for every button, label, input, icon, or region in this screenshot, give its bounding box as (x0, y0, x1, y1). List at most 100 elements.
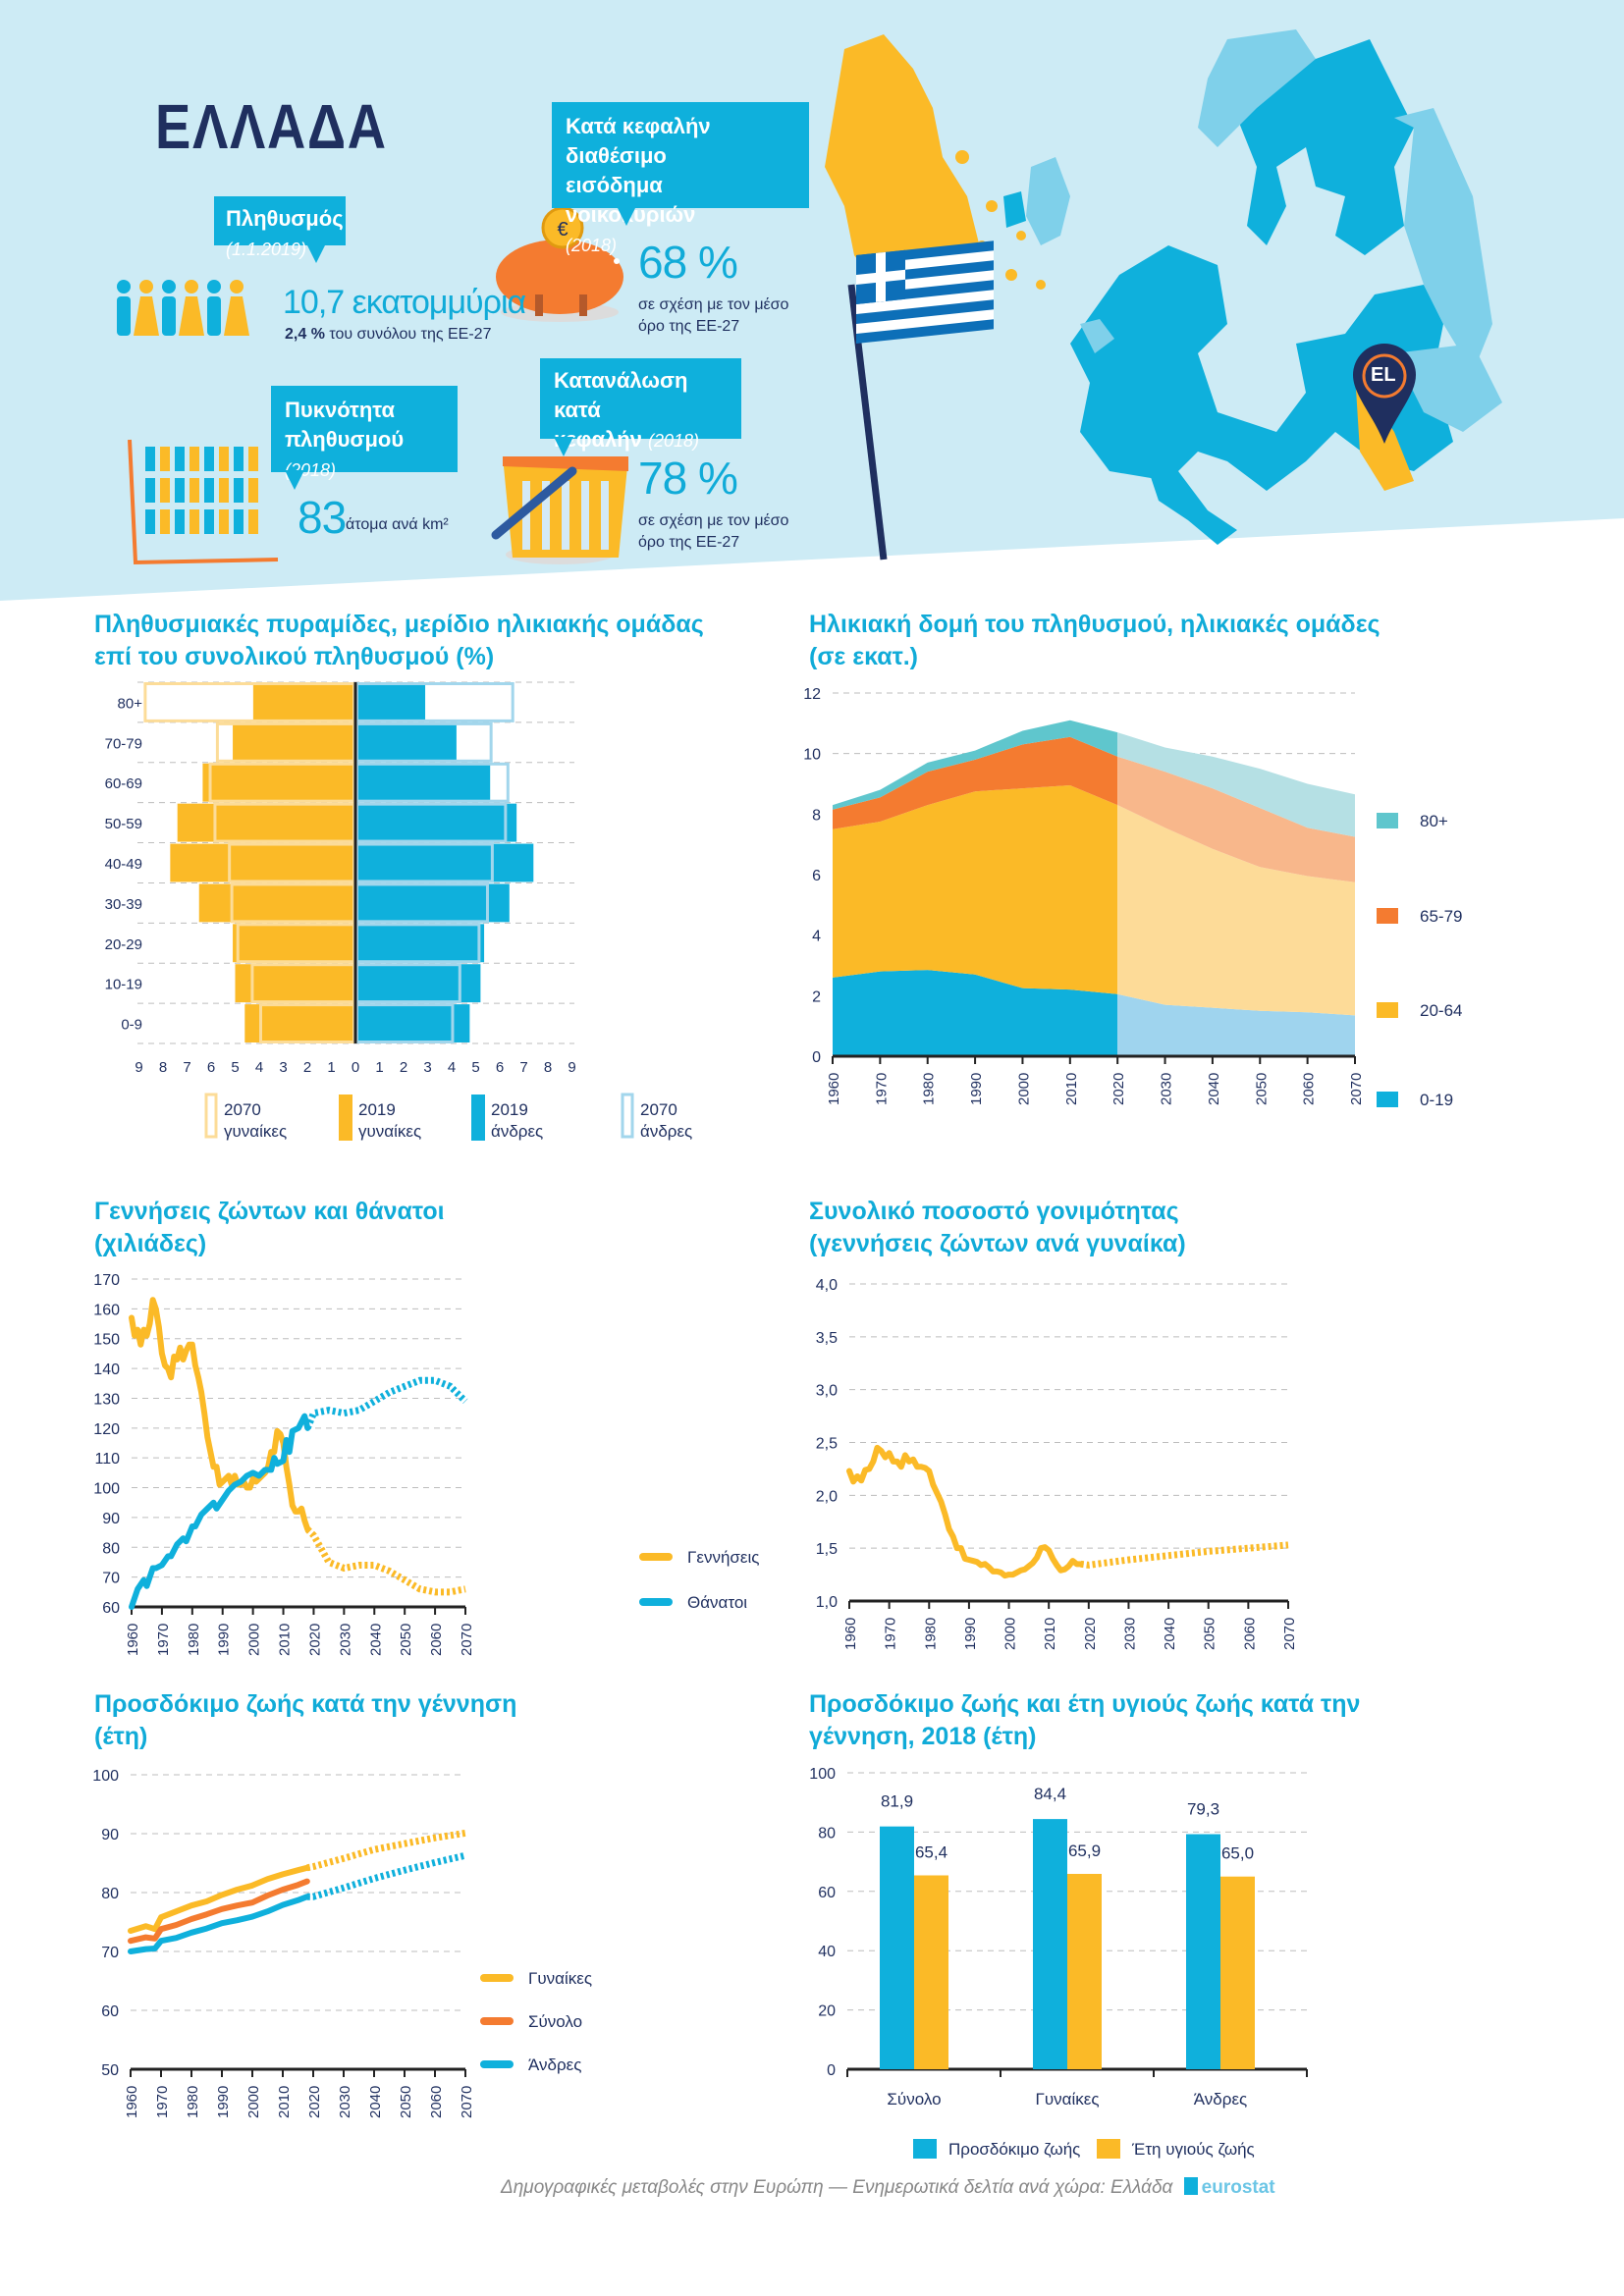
pyramid-bar-women-2019 (252, 683, 355, 721)
pyramid-x-tick: 9 (135, 1059, 142, 1076)
density-grid-icon (128, 439, 279, 565)
legend-label: 2019 (358, 1100, 396, 1119)
page-title: ΕΛΛΑΔΑ (155, 91, 388, 162)
line-Γεννήσεις-historical (129, 1297, 311, 1533)
pyramid-bar-men-2019 (355, 722, 457, 762)
x-tick-label: 1990 (968, 1073, 985, 1105)
x-tick-label: 1970 (154, 2086, 171, 2118)
pyramid-category-label: 40-49 (105, 856, 142, 873)
category-label: Άνδρες (1194, 2090, 1247, 2109)
agestructure-title: Ηλικιακή δομή του πληθυσμού, ηλικιακές ο… (809, 609, 1380, 673)
line-Γυναίκες-historical (128, 1864, 310, 1934)
pyramid-title: Πληθυσμιακές πυραμίδες, μερίδιο ηλικιακή… (94, 609, 704, 673)
bar-Έτη υγιούς ζωής (1067, 1873, 1102, 2069)
fertility-title: Συνολικό ποσοστό γονιμότητας (γεννήσεις ζ… (809, 1196, 1186, 1260)
x-tick-label: 2060 (428, 2086, 445, 2118)
bar-value-label: 65,0 (1221, 1844, 1254, 1863)
x-tick-label: 2040 (367, 1624, 384, 1656)
x-tick-label: 2020 (306, 2086, 323, 2118)
piggy-bank-icon: € (496, 206, 623, 322)
x-tick-label: 2020 (1110, 1073, 1127, 1105)
bar-value-label: 65,9 (1068, 1842, 1101, 1860)
y-tick-label: 60 (101, 2003, 119, 2020)
y-tick-label: 3,0 (816, 1383, 838, 1400)
y-tick-label: 100 (809, 1766, 836, 1783)
area-65-79-projection (1117, 756, 1355, 882)
x-tick-label: 2070 (459, 1624, 475, 1656)
pyramid-x-tick: 1 (327, 1059, 335, 1076)
healthyyears-title-2: γέννηση, 2018 (έτη) (809, 1723, 1037, 1750)
pyramid-x-tick: 5 (231, 1059, 239, 1076)
x-tick-label: 2010 (277, 1624, 294, 1656)
y-tick-label: 70 (102, 1571, 120, 1587)
legend-label: 20-64 (1420, 1001, 1462, 1020)
population-share: 2,4 % του συνόλου της ΕΕ-27 (285, 324, 491, 346)
y-tick-label: 8 (812, 807, 821, 824)
y-tick-label: 2 (812, 988, 821, 1005)
y-tick-label: 170 (93, 1272, 120, 1289)
pyramid-x-tick: 4 (255, 1059, 263, 1076)
pyramid-bar-women-2019 (198, 883, 355, 923)
x-tick-label: 2030 (337, 1624, 353, 1656)
y-tick-label: 0 (827, 2062, 836, 2079)
y-tick-label: 50 (101, 2062, 119, 2079)
europe-map (825, 29, 1502, 545)
area-80+-projection (1117, 732, 1355, 837)
x-tick-label: 2000 (1015, 1073, 1032, 1105)
birthsdeaths-title: Γεννήσεις ζώντων και θάνατοι (χιλιάδες) (94, 1196, 445, 1260)
area-0-19-historical (833, 970, 1118, 1056)
income-year: (2018) (566, 236, 618, 255)
x-tick-label: 2040 (367, 2086, 384, 2118)
x-tick-label: 2010 (276, 2086, 293, 2118)
eurostat-brand: eurostat (1201, 2177, 1275, 2198)
x-tick-label: 2000 (1002, 1618, 1019, 1650)
bar-value-label: 84,4 (1034, 1785, 1066, 1803)
legend-swatch (1377, 1002, 1398, 1018)
y-tick-label: 80 (818, 1825, 836, 1842)
y-tick-label: 130 (93, 1391, 120, 1408)
legend-swatch (1377, 908, 1398, 924)
pyramid-category-label: 30-39 (105, 896, 142, 913)
agestructure-title-2: (σε εκατ.) (809, 643, 919, 670)
pyramid-category-label: 10-19 (105, 977, 142, 993)
pyramid-x-tick: 3 (423, 1059, 431, 1076)
legend-label: Έτη υγιούς ζωής (1131, 2140, 1255, 2159)
population-share-value: 2,4 % (285, 326, 325, 343)
income-note-1: σε σχέση με τον μέσο (638, 296, 789, 313)
lifeexp-title-2: (έτη) (94, 1723, 148, 1750)
x-tick-label: 2070 (1281, 1618, 1298, 1650)
x-tick-label: 1960 (826, 1073, 842, 1105)
legend-swatch (1377, 1092, 1398, 1107)
consumption-label-1: Κατανάλωση κατά (554, 368, 688, 422)
legend-label: Γυναίκες (528, 1969, 592, 1988)
legend-label: Θάνατοι (687, 1593, 747, 1612)
map-pin-label: EL (1371, 364, 1396, 386)
y-tick-label: 1,0 (816, 1594, 838, 1611)
y-tick-label: 2,5 (816, 1436, 838, 1453)
lifeexp-title-1: Προσδόκιμο ζωής κατά την γέννηση (94, 1690, 517, 1718)
x-tick-label: 2040 (1206, 1073, 1222, 1105)
income-label-1: Κατά κεφαλήν διαθέσιμο (566, 114, 711, 168)
greek-flag-icon (847, 240, 994, 561)
area-65-79-historical (833, 736, 1118, 829)
bar-Προσδόκιμο ζωής (1186, 1834, 1220, 2069)
pyramid-x-tick: 2 (400, 1059, 407, 1076)
pyramid-bar-women-2019 (177, 803, 355, 842)
pyramid-bar-women-2019 (202, 763, 355, 802)
y-tick-label: 40 (818, 1944, 836, 1960)
y-tick-label: 80 (101, 1886, 119, 1902)
x-tick-label: 2020 (306, 1624, 323, 1656)
consumption-value: 78 % (638, 453, 738, 504)
y-tick-label: 70 (101, 1945, 119, 1961)
footer-text: Δημογραφικές μεταβολές στην Ευρώπη — Ενη… (501, 2177, 1173, 2198)
healthyyears-title: Προσδόκιμο ζωής και έτη υγιούς ζωής κατά… (809, 1688, 1360, 1753)
pyramid-bar-men-2019 (355, 763, 491, 802)
eurostat-logo-icon (1183, 2177, 1198, 2195)
legend-swatch (913, 2139, 937, 2159)
birthsdeaths-title-2: (χιλιάδες) (94, 1230, 207, 1257)
legend-label: γυναίκες (358, 1122, 421, 1141)
line-Συνολικό ποσοστό γονιμότητας-historical (846, 1444, 1084, 1579)
bar-Προσδόκιμο ζωής (880, 1826, 914, 2069)
legend-label: Προσδόκιμο ζωής (948, 2140, 1080, 2159)
pyramid-x-tick: 7 (183, 1059, 190, 1076)
